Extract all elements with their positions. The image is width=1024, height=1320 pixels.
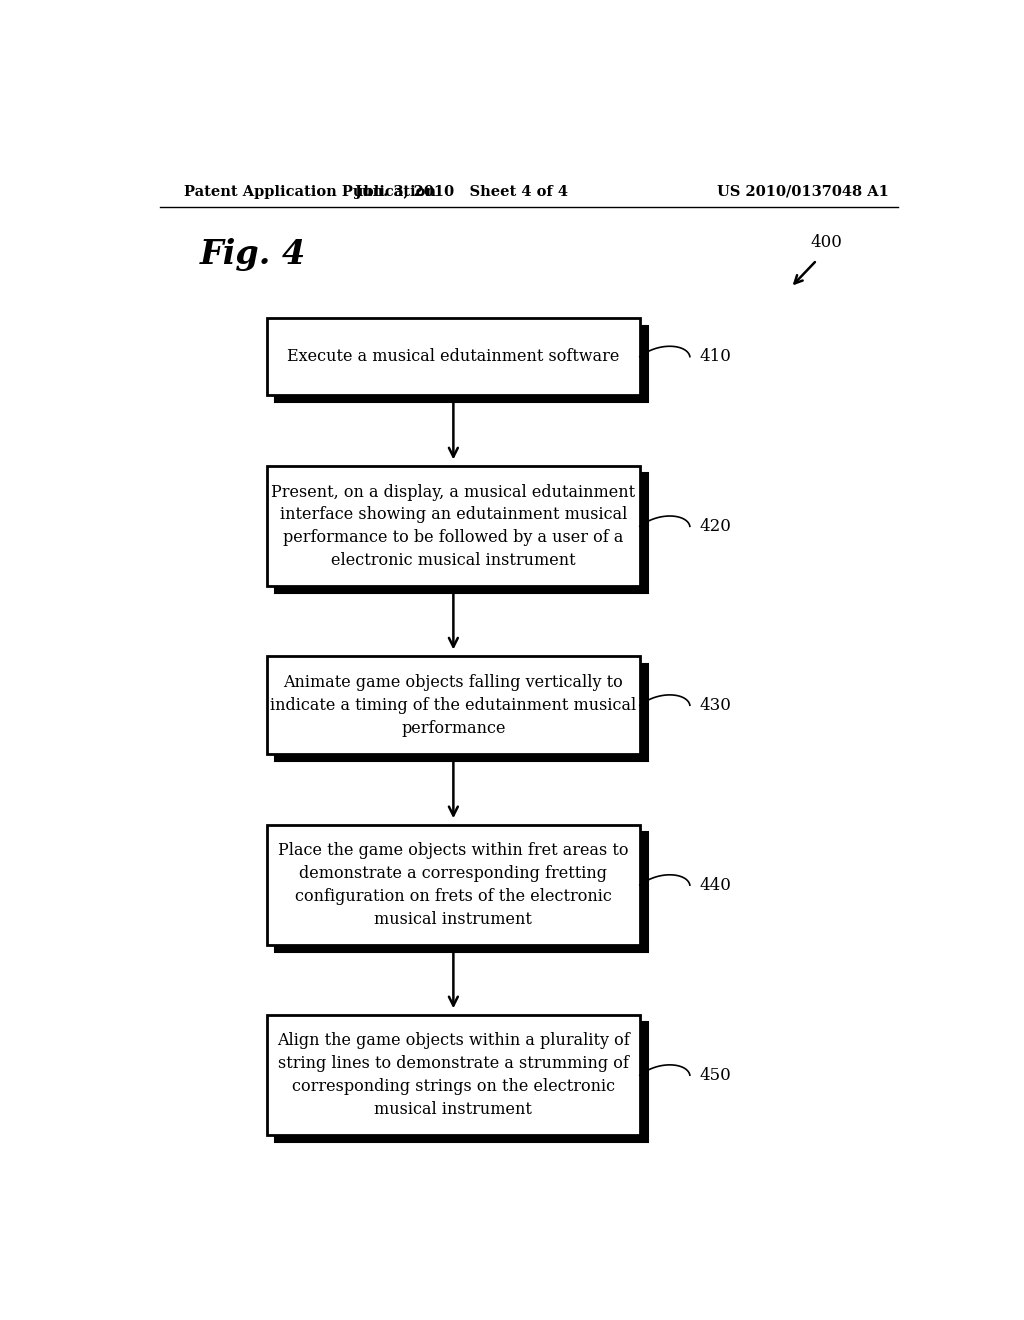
Text: Patent Application Publication: Patent Application Publication [183,185,435,199]
Text: US 2010/0137048 A1: US 2010/0137048 A1 [717,185,889,199]
Text: 420: 420 [699,517,731,535]
Bar [267,1015,640,1135]
Bar [274,326,648,401]
Text: Animate game objects falling vertically to
indicate a timing of the edutainment : Animate game objects falling vertically … [270,675,637,737]
Text: 430: 430 [699,697,731,714]
Text: 450: 450 [699,1067,731,1084]
Text: Align the game objects within a plurality of
string lines to demonstrate a strum: Align the game objects within a pluralit… [278,1032,630,1118]
Bar [267,825,640,945]
Text: Present, on a display, a musical edutainment
interface showing an edutainment mu: Present, on a display, a musical edutain… [271,483,636,569]
Text: Fig. 4: Fig. 4 [200,239,306,272]
Text: 440: 440 [699,876,731,894]
Bar [274,664,648,762]
Text: Place the game objects within fret areas to
demonstrate a corresponding fretting: Place the game objects within fret areas… [279,842,629,928]
Text: 400: 400 [811,234,843,251]
Bar [267,656,640,754]
Bar [267,466,640,586]
Bar [274,474,648,594]
Bar [274,1022,648,1142]
Text: 410: 410 [699,348,731,366]
Bar [267,318,640,395]
Text: Execute a musical edutainment software: Execute a musical edutainment software [287,348,620,366]
Text: Jun. 3, 2010   Sheet 4 of 4: Jun. 3, 2010 Sheet 4 of 4 [354,185,568,199]
Bar [274,833,648,952]
